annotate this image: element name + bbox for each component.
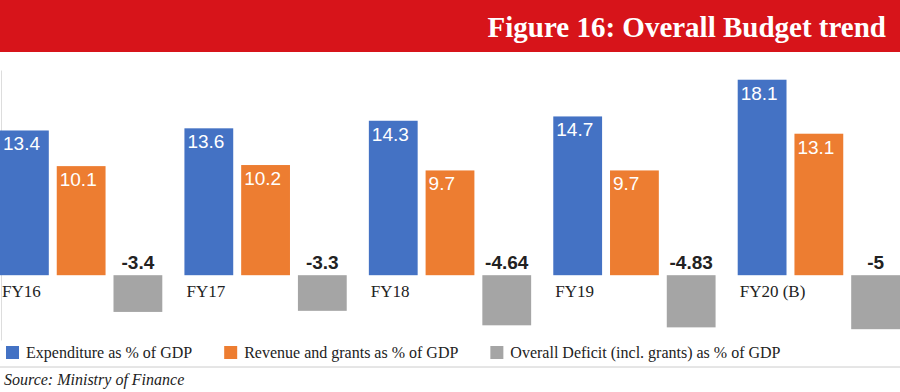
bar (482, 275, 531, 325)
legend-swatch (224, 346, 237, 359)
x-tick-label: FY17 (186, 282, 225, 301)
legend-label: Revenue and grants as % of GDP (244, 344, 458, 362)
bar (369, 121, 418, 275)
source: Source: Ministry of Finance (4, 371, 184, 389)
x-tick-label: FY20 (B) (740, 282, 806, 301)
data-label: -3.4 (122, 252, 155, 273)
data-label: 10.2 (244, 168, 281, 189)
bar (794, 134, 843, 275)
x-tick-label: FY16 (2, 282, 41, 301)
data-label: 14.3 (372, 124, 409, 145)
header-band (0, 0, 900, 52)
bar (113, 275, 162, 312)
legend-swatch (490, 346, 503, 359)
bar (667, 275, 716, 327)
data-label: 13.4 (3, 133, 40, 154)
bar (57, 166, 106, 275)
chart: Figure 16: Overall Budget trend13.413.61… (0, 0, 900, 392)
bar (738, 80, 787, 275)
data-label: 14.7 (556, 119, 593, 140)
data-label: -4.83 (670, 252, 713, 273)
data-labels: 13.4 13.6 14.3 14.7 18.1 10.1 10.2 9.7 9.7 13.1 -3… (3, 83, 884, 273)
x-tick-label: FY19 (555, 282, 594, 301)
data-label: 18.1 (741, 83, 778, 104)
legend-label: Overall Deficit (incl. grants) as % of G… (510, 344, 780, 362)
data-label: 9.7 (429, 173, 455, 194)
separator (0, 367, 900, 368)
x-axis: FY16 FY17 FY18 FY19 FY20 (B) (2, 282, 805, 301)
bar (298, 275, 347, 311)
bar (553, 116, 602, 275)
legend: Expenditure as % of GDP Revenue and grant… (6, 344, 781, 362)
data-label: 13.1 (797, 137, 834, 158)
title: Figure 16: Overall Budget trend (488, 11, 886, 43)
data-label: -4.64 (485, 252, 529, 273)
bar (851, 275, 900, 329)
legend-swatch (6, 346, 19, 359)
data-label: 9.7 (613, 173, 639, 194)
bar (610, 170, 659, 275)
data-label: 10.1 (60, 169, 97, 190)
bar (184, 128, 233, 275)
data-label: 13.6 (187, 131, 224, 152)
bar (241, 165, 290, 275)
data-label: -3.3 (306, 252, 339, 273)
bars (0, 80, 900, 329)
legend-label: Expenditure as % of GDP (26, 344, 192, 362)
x-tick-label: FY18 (371, 282, 410, 301)
bar (426, 170, 475, 275)
data-label: -5 (867, 252, 884, 273)
bar (0, 130, 49, 275)
